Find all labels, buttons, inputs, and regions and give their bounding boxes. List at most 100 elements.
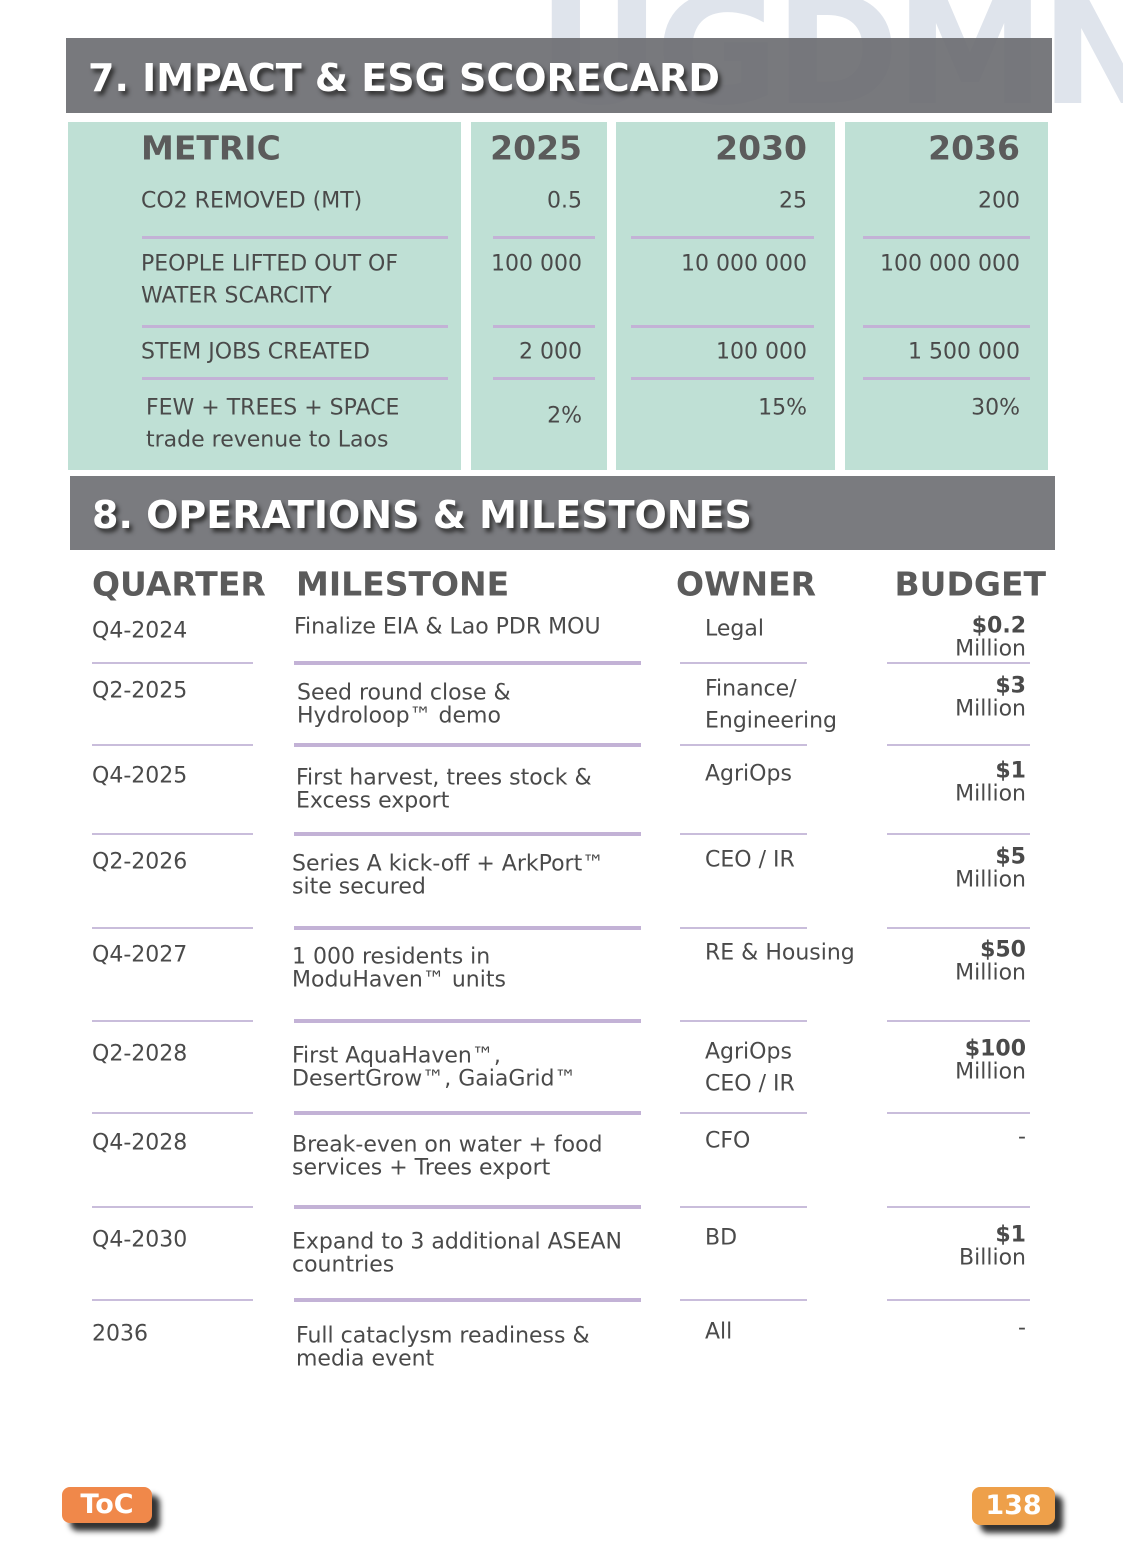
separator bbox=[680, 1112, 807, 1114]
budget-amount: $3 bbox=[995, 673, 1026, 699]
metric-value: 2 000 bbox=[519, 339, 582, 365]
table-cell bbox=[616, 122, 835, 470]
milestone: First harvest, trees stock & bbox=[296, 765, 592, 791]
owner: All bbox=[705, 1319, 733, 1345]
owner: RE & Housing bbox=[705, 940, 855, 966]
milestone: Expand to 3 additional ASEAN bbox=[292, 1229, 623, 1255]
separator bbox=[887, 1112, 1030, 1114]
budget-amount: - bbox=[1018, 1124, 1026, 1150]
separator bbox=[863, 325, 1030, 328]
separator bbox=[887, 1299, 1030, 1301]
separator bbox=[863, 236, 1030, 239]
separator bbox=[294, 661, 641, 665]
column-header: MILESTONE bbox=[296, 564, 510, 604]
milestone: Series A kick-off + ArkPort™ bbox=[292, 851, 605, 877]
budget-amount: $100 bbox=[964, 1036, 1026, 1062]
quarter: Q2-2025 bbox=[92, 678, 188, 704]
separator bbox=[142, 325, 448, 328]
separator bbox=[887, 833, 1030, 835]
budget-amount: $1 bbox=[995, 1222, 1026, 1248]
separator bbox=[294, 1205, 641, 1209]
metric-value: 15% bbox=[758, 395, 807, 421]
separator bbox=[92, 1206, 253, 1208]
budget-unit: Million bbox=[955, 696, 1026, 722]
separator bbox=[92, 1299, 253, 1301]
owner: AgriOps bbox=[705, 761, 792, 787]
owner: Engineering bbox=[705, 708, 837, 734]
separator bbox=[294, 832, 641, 836]
separator bbox=[294, 1019, 641, 1023]
quarter: Q4-2024 bbox=[92, 618, 188, 644]
metric-value: 100 000 bbox=[491, 251, 582, 277]
budget-amount: $1 bbox=[995, 758, 1026, 784]
separator bbox=[92, 927, 253, 929]
milestone: 1 000 residents in bbox=[292, 944, 491, 970]
separator bbox=[493, 325, 595, 328]
metric: PEOPLE LIFTED OUT OF bbox=[141, 251, 399, 277]
milestone: media event bbox=[296, 1346, 435, 1372]
metric-value: 100 000 000 bbox=[880, 251, 1020, 277]
metric-value: 30% bbox=[971, 395, 1020, 421]
separator bbox=[887, 1206, 1030, 1208]
milestone: Full cataclysm readiness & bbox=[296, 1323, 590, 1349]
owner: CEO / IR bbox=[705, 847, 795, 873]
table-cell bbox=[845, 122, 1048, 470]
separator bbox=[294, 1298, 641, 1302]
owner: CFO bbox=[705, 1128, 751, 1154]
budget-amount: $5 bbox=[995, 844, 1026, 870]
column-header: OWNER bbox=[676, 564, 817, 604]
separator bbox=[631, 377, 814, 380]
separator bbox=[680, 744, 807, 746]
separator bbox=[493, 377, 595, 380]
milestone: ModuHaven™ units bbox=[292, 967, 506, 993]
separator bbox=[680, 1020, 807, 1022]
separator bbox=[142, 377, 448, 380]
owner: CEO / IR bbox=[705, 1071, 795, 1097]
budget-amount: $50 bbox=[980, 937, 1026, 963]
metric: STEM JOBS CREATED bbox=[141, 339, 370, 365]
section-bar bbox=[66, 38, 1052, 113]
milestone: services + Trees export bbox=[292, 1155, 551, 1181]
toc-button[interactable]: ToC bbox=[62, 1487, 152, 1523]
quarter: 2036 bbox=[92, 1321, 148, 1347]
separator bbox=[631, 325, 814, 328]
separator bbox=[631, 236, 814, 239]
column-header: 2036 bbox=[928, 128, 1020, 168]
separator bbox=[887, 662, 1030, 664]
metric-value: 25 bbox=[779, 188, 807, 214]
budget-amount: - bbox=[1018, 1315, 1026, 1341]
column-header: 2025 bbox=[490, 128, 582, 168]
separator bbox=[92, 744, 253, 746]
milestone: Break-even on water + food bbox=[292, 1132, 603, 1158]
milestone: countries bbox=[292, 1252, 395, 1278]
separator bbox=[887, 1020, 1030, 1022]
quarter: Q2-2028 bbox=[92, 1041, 188, 1067]
section-title: 8. OPERATIONS & MILESTONES bbox=[92, 493, 752, 537]
owner: BD bbox=[705, 1225, 738, 1251]
budget-unit: Million bbox=[955, 781, 1026, 807]
separator bbox=[680, 662, 807, 664]
section-title: 7. IMPACT & ESG SCORECARD bbox=[88, 56, 720, 100]
separator bbox=[294, 1111, 641, 1115]
budget-unit: Billion bbox=[959, 1245, 1026, 1271]
separator bbox=[863, 377, 1030, 380]
separator bbox=[142, 236, 448, 239]
page-number: 138 bbox=[972, 1487, 1055, 1525]
metric-value: 0.5 bbox=[547, 188, 582, 214]
milestone: Finalize EIA & Lao PDR MOU bbox=[294, 614, 601, 640]
milestone: Seed round close & bbox=[297, 680, 511, 706]
separator bbox=[294, 926, 641, 930]
metric-value: 200 bbox=[978, 188, 1020, 214]
column-header: METRIC bbox=[141, 128, 281, 168]
owner: Legal bbox=[705, 616, 764, 642]
budget-amount: $0.2 bbox=[971, 613, 1026, 639]
section-bar bbox=[70, 476, 1055, 550]
separator bbox=[887, 744, 1030, 746]
budget-unit: Million bbox=[955, 636, 1026, 662]
milestone: Excess export bbox=[296, 788, 450, 814]
quarter: Q4-2027 bbox=[92, 942, 188, 968]
separator bbox=[493, 236, 595, 239]
metric-value: 1 500 000 bbox=[908, 339, 1020, 365]
budget-unit: Million bbox=[955, 960, 1026, 986]
